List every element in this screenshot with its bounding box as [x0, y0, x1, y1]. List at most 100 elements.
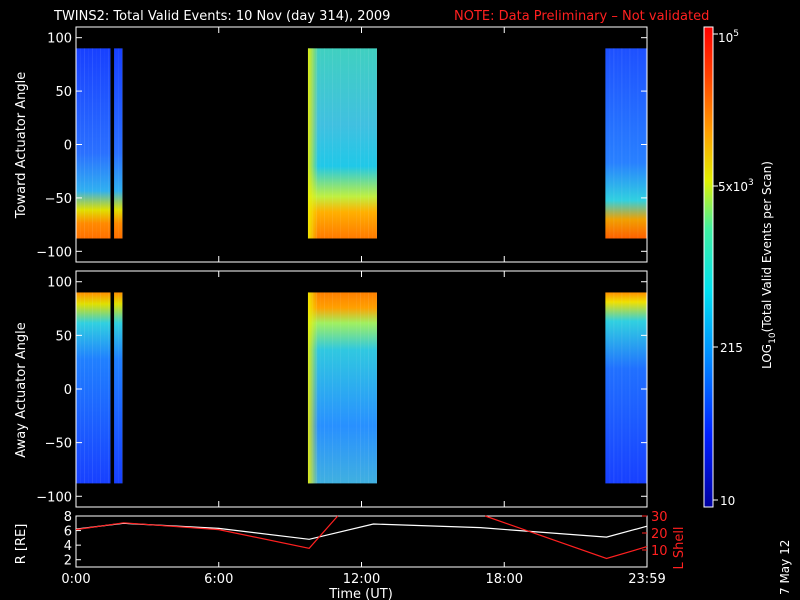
- time-tick-label: 0:00: [61, 572, 90, 587]
- l-shell-line: [75, 515, 339, 549]
- heatmap-streak: [118, 48, 120, 239]
- heatmap-streak: [336, 292, 337, 483]
- heatmap-block: [605, 48, 647, 239]
- away-angle-panel: 100 50 0 −50 −100: [36, 270, 648, 508]
- heatmap-streak: [122, 292, 124, 484]
- heatmap-streak: [347, 292, 349, 484]
- y-tick-label: 100: [47, 276, 72, 291]
- lshell-tick-label: 20: [651, 527, 668, 542]
- heatmap-streak: [88, 292, 89, 483]
- heatmap-streak: [625, 292, 626, 483]
- r-tick-label: 4: [64, 539, 72, 554]
- chart-title: TWINS2: Total Valid Events: 10 Nov (day …: [53, 9, 390, 24]
- y-tick-label: 50: [55, 329, 72, 344]
- heatmap-streak: [96, 48, 97, 238]
- heatmap-streak: [84, 292, 85, 484]
- colorbar: 105 5x103 215 10 LOG10(Total Valid Event…: [703, 26, 778, 508]
- orbit-frame: [75, 515, 648, 568]
- heatmap-streak: [323, 292, 325, 484]
- heatmap-block: [605, 292, 647, 484]
- heatmap-streak: [605, 292, 606, 483]
- y-tick-label: 50: [55, 85, 72, 100]
- heatmap-block: [307, 48, 377, 239]
- heatmap-block-edge: [307, 292, 318, 484]
- heatmap-streak: [621, 292, 623, 484]
- heatmap-streak: [104, 292, 105, 483]
- time-tick-label: 12:00: [343, 572, 380, 587]
- y-tick-label: −100: [36, 245, 72, 260]
- heatmap-block: [307, 292, 377, 484]
- heatmap-streak: [323, 48, 325, 239]
- heatmap-streak: [92, 292, 93, 484]
- heatmap-streak: [375, 292, 377, 484]
- preliminary-note: NOTE: Data Preliminary – Not validated: [454, 9, 709, 24]
- heatmap-streak: [320, 48, 321, 238]
- heatmap-streak: [613, 292, 615, 484]
- lshell-tick-label: 30: [651, 510, 668, 525]
- heatmap-streak: [617, 292, 618, 483]
- lshell-tick-label: 10: [651, 544, 668, 559]
- time-tick-label: 6:00: [204, 572, 233, 587]
- heatmap-streak: [104, 48, 105, 238]
- heatmap-streak: [621, 48, 623, 239]
- heatmap-streak: [114, 292, 115, 483]
- y-tick-label: −50: [45, 192, 72, 207]
- colorbar-scale: [703, 26, 714, 508]
- r-tick-label: 8: [64, 510, 72, 525]
- heatmap-streak: [92, 48, 93, 239]
- y-tick-label: −50: [45, 437, 72, 452]
- heatmap-streak: [355, 292, 357, 484]
- heatmap-streak: [613, 48, 615, 239]
- colorbar-title: LOG10(Total Valid Events per Scan): [760, 161, 778, 369]
- heatmap-streak: [339, 48, 341, 239]
- r-tick-label: 6: [64, 525, 72, 540]
- heatmap-streak: [352, 48, 353, 238]
- time-tick-label: 18:00: [486, 572, 523, 587]
- heatmap-streak: [641, 292, 642, 483]
- y-tick-label: 100: [47, 32, 72, 47]
- heatmap-streak: [315, 292, 317, 484]
- colorbar-label-low: 215: [720, 341, 743, 355]
- heatmap-streak: [633, 48, 634, 238]
- away-angle-ylabel: Away Actuator Angle: [14, 322, 29, 457]
- heatmap-block-edge: [307, 48, 318, 239]
- r-tick-label: 2: [64, 554, 72, 569]
- heatmap-streak: [315, 48, 317, 239]
- heatmap-block: [114, 48, 123, 239]
- heatmap-streak: [331, 48, 333, 239]
- heatmap-streak: [84, 48, 85, 239]
- heatmap-streak: [352, 292, 353, 483]
- y-tick-label: −100: [36, 490, 72, 505]
- heatmap-streak: [605, 48, 606, 238]
- heatmap-streak: [372, 48, 373, 238]
- toward-angle-panel: 100 50 0 −50 −100: [36, 26, 648, 263]
- heatmap-streak: [645, 48, 647, 239]
- heatmap-streak: [80, 48, 81, 239]
- heatmap-streak: [359, 48, 361, 239]
- time-tick-label: 23:59: [628, 572, 665, 587]
- heatmap-block: [76, 48, 111, 239]
- date-stamp: 7 May 12: [778, 540, 792, 595]
- orbit-r-ylabel: R [RE]: [14, 524, 29, 565]
- heatmap-block: [76, 292, 111, 484]
- heatmap-streak: [331, 292, 333, 484]
- heatmap-streak: [320, 292, 321, 483]
- colorbar-label-bottom: 10: [720, 494, 735, 508]
- heatmap-streak: [308, 292, 309, 483]
- heatmap-streak: [96, 292, 97, 483]
- toward-angle-ylabel: Toward Actuator Angle: [14, 72, 29, 219]
- heatmap-streak: [609, 292, 611, 484]
- heatmap-streak: [344, 292, 345, 483]
- heatmap-streak: [347, 48, 349, 239]
- heatmap-streak: [367, 48, 369, 239]
- heatmap-streak: [114, 48, 115, 238]
- heatmap-streak: [629, 48, 631, 239]
- heatmap-streak: [359, 292, 361, 484]
- heatmap-streak: [108, 48, 109, 239]
- heatmap-streak: [609, 48, 611, 239]
- time-xlabel: Time (UT): [328, 587, 393, 600]
- heatmap-streak: [308, 48, 309, 238]
- heatmap-streak: [80, 292, 81, 484]
- heatmap-streak: [108, 292, 109, 484]
